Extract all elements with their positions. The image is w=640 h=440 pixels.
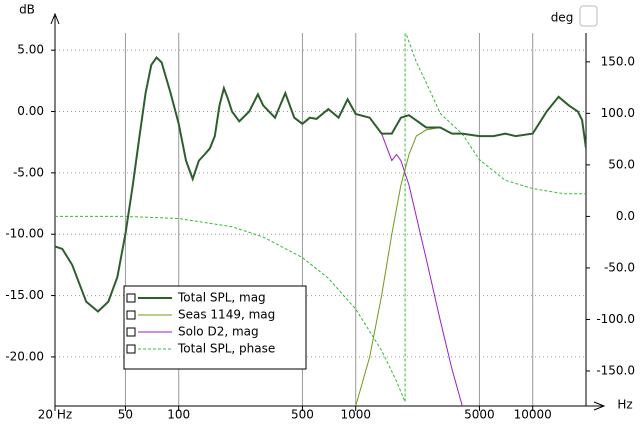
legend-checkbox[interactable] [126,310,136,320]
y-tick-label: -5.00 [13,165,44,179]
y-axis-label: dB [19,3,35,17]
series-line [55,55,586,313]
y2-tick-label: 100.0 [601,106,635,120]
legend-label: Solo D2, mag [178,325,259,339]
x-tick-label: 5000 [464,408,495,422]
legend: Total SPL, mag Seas 1149, mag Solo D2, mag… [123,285,307,370]
legend-label: Total SPL, mag [177,291,266,305]
x-axis-label: Hz [617,398,632,412]
x-tick-label: 1000 [340,408,371,422]
x-tick-label: 500 [291,408,314,422]
y2-axis-label: deg [551,11,574,25]
y2-tick-label: 0.0 [616,209,635,223]
y-tick-label: 5.00 [17,43,44,57]
legend-label: Seas 1149, mag [178,308,275,322]
y-tick-label: 0.00 [17,104,44,118]
y2-tick-label: -150.0 [596,363,635,377]
legend-checkbox[interactable] [126,293,136,303]
y2-tick-label: 150.0 [601,54,635,68]
legend-box [123,285,307,370]
y-axis-arrow [50,12,60,25]
series-line [355,127,441,406]
x-tick-label: 50 [118,408,133,422]
y-tick-label: -10.00 [5,227,44,241]
y2-tick-label: 50.0 [608,157,635,171]
x-tick-label: 20 Hz [38,408,72,422]
y2-tick-label: -100.0 [596,312,635,326]
y2-tick-label: -50.0 [604,260,635,274]
x-axis-arrow [593,401,606,411]
x-tick-label: 100 [167,408,190,422]
legend-checkbox[interactable] [126,327,136,337]
legend-checkbox[interactable] [126,344,136,354]
legend-label: Total SPL, phase [177,342,275,356]
y-tick-label: -15.00 [5,288,44,302]
y-tick-label: -20.00 [5,349,44,363]
deg-toggle[interactable] [579,5,598,27]
x-tick-label: 10000 [514,408,552,422]
